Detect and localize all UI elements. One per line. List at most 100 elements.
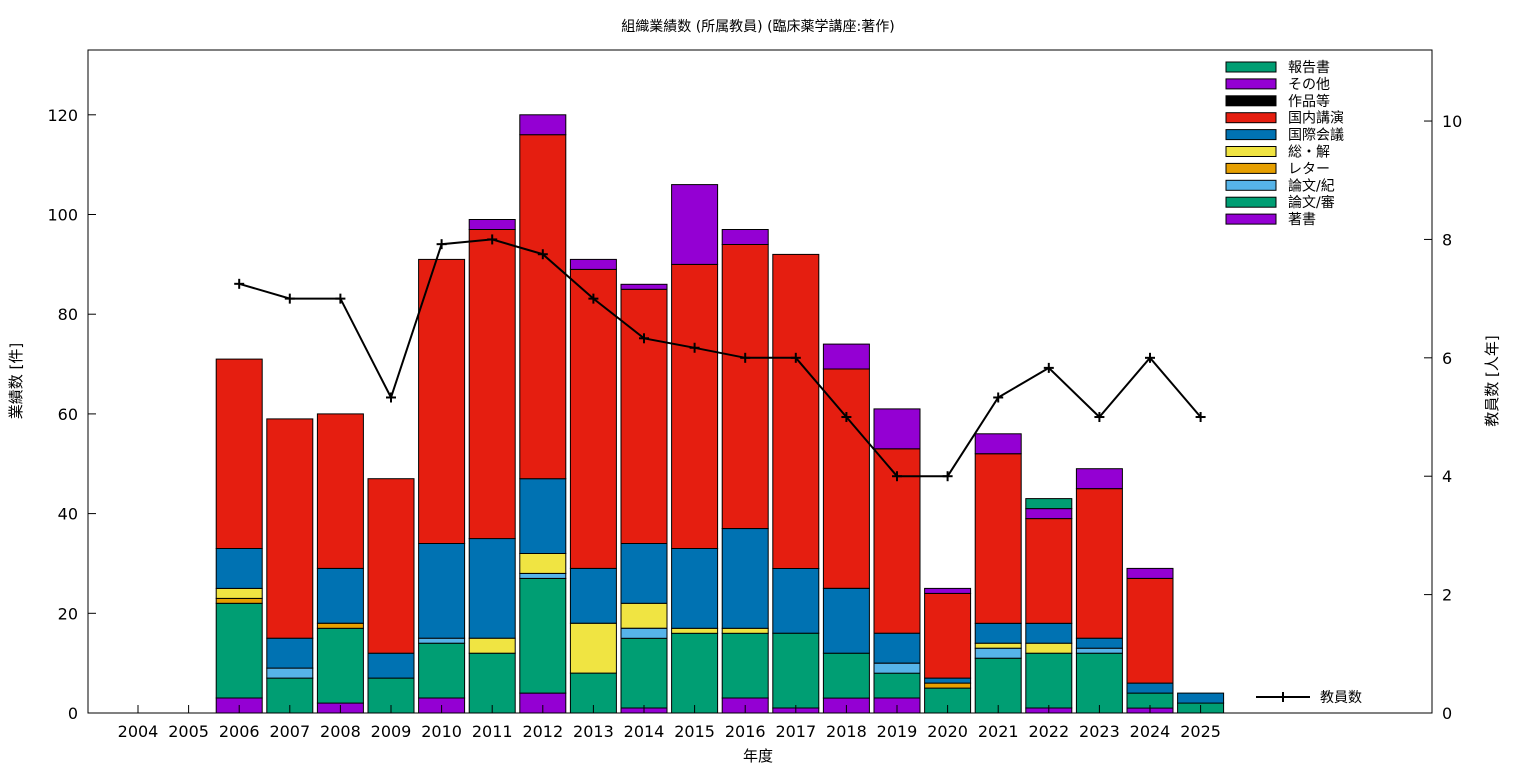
bar-2022-論文/審 (1025, 652, 1073, 709)
bar-2007-国際会議 (266, 637, 314, 669)
y2-tick-label: 4 (1442, 467, 1452, 486)
legend-label-レター: レター (1288, 161, 1330, 177)
bar-2009-国内講演 (367, 478, 415, 654)
line-point-2017 (790, 352, 801, 363)
bar-2009-国際会議 (367, 652, 415, 679)
line-point-2015 (689, 342, 700, 353)
x-tick-label: 2019 (877, 722, 918, 741)
x-tick-label: 2018 (826, 722, 867, 741)
bar-2023-その他 (1075, 468, 1123, 490)
bar-2021-総・解 (974, 642, 1022, 649)
bar-2016-総・解 (721, 627, 769, 634)
x-tick-label: 2025 (1180, 722, 1221, 741)
y-tick-label: 20 (58, 604, 78, 623)
line-教員数 (238, 238, 1202, 478)
legend-label-国際会議: 国際会議 (1288, 127, 1344, 144)
bar-2014-総・解 (620, 602, 668, 629)
bar-2015-国内講演 (671, 263, 719, 549)
x-tick-label: 2023 (1079, 722, 1120, 741)
y-tick-label: 40 (58, 505, 78, 524)
legend-label-作品等: 作品等 (1288, 93, 1330, 110)
line-point-2009 (386, 392, 396, 403)
x-tick-label: 2024 (1130, 722, 1171, 741)
bar-2014-国際会議 (620, 543, 668, 604)
x-tick-label: 2012 (522, 722, 563, 741)
bar-2019-その他 (873, 408, 921, 450)
line-point-2006 (234, 278, 245, 289)
y-tick-label: 100 (47, 206, 78, 225)
line-point-2020 (942, 471, 953, 482)
line-point-2007 (284, 293, 295, 304)
x-tick-label: 2021 (978, 722, 1019, 741)
bar-2010-国内講演 (418, 258, 466, 544)
y-tick-label: 60 (58, 405, 78, 424)
y2-tick-label: 10 (1442, 112, 1462, 131)
legend-label-報告書: 報告書 (1288, 60, 1330, 76)
legend-swatch-著書 (1225, 213, 1277, 225)
bar-2016-国際会議 (721, 528, 769, 629)
legend-label-総・解: 総・解 (1288, 145, 1330, 161)
bar-2013-国内講演 (569, 268, 617, 569)
chart-title: 組織業績数 (所属教員) (臨床薬学講座:著作) (621, 19, 894, 35)
bar-2024-その他 (1126, 567, 1174, 579)
bar-2012-その他 (519, 114, 567, 136)
y2-tick-label: 8 (1442, 230, 1452, 249)
bar-2018-その他 (822, 343, 870, 370)
legend-label-著書: 著書 (1288, 212, 1316, 228)
bar-2018-論文/審 (822, 652, 870, 699)
legend-label-論文/紀: 論文/紀 (1288, 178, 1335, 194)
bar-2011-その他 (468, 219, 516, 230)
bar-2016-論文/審 (721, 632, 769, 699)
legend-swatch-論文/審 (1225, 196, 1277, 208)
bar-2019-論文/紀 (873, 662, 921, 674)
bar-2018-国際会議 (822, 587, 870, 654)
bar-2010-論文/審 (418, 642, 466, 699)
bar-2007-国内講演 (266, 418, 314, 639)
bar-2011-国際会議 (468, 538, 516, 639)
x-tick-label: 2017 (775, 722, 816, 741)
bar-2011-総・解 (468, 637, 516, 654)
y-axis-title: 業績数 [件] (7, 343, 25, 419)
bar-2012-国内講演 (519, 134, 567, 480)
plot-frame (87, 49, 1433, 714)
bar-2012-総・解 (519, 553, 567, 574)
bar-2019-国際会議 (873, 632, 921, 664)
bar-2014-論文/紀 (620, 627, 668, 639)
bar-2024-国内講演 (1126, 577, 1174, 684)
bar-2020-レター (924, 682, 972, 689)
bar-2022-総・解 (1025, 642, 1073, 654)
bar-2006-論文/審 (215, 602, 263, 699)
x-tick-label: 2006 (219, 722, 260, 741)
bar-2022-国際会議 (1025, 622, 1073, 644)
bar-2015-国際会議 (671, 548, 719, 629)
bar-2020-国際会議 (924, 677, 972, 684)
bar-2012-国際会議 (519, 478, 567, 555)
bar-2006-国際会議 (215, 548, 263, 589)
x-axis-title: 年度 (743, 747, 773, 765)
x-tick-label: 2004 (118, 722, 159, 741)
bar-2024-国際会議 (1126, 682, 1174, 694)
bar-2022-その他 (1025, 508, 1073, 520)
y-tick-label: 80 (58, 305, 78, 324)
bar-2008-国際会議 (316, 567, 364, 624)
bar-2007-論文/紀 (266, 667, 314, 679)
bar-2023-論文/審 (1075, 652, 1123, 714)
legend-swatch-その他 (1225, 78, 1277, 90)
line-point-2012 (537, 249, 548, 260)
legend-swatch-レター (1225, 162, 1277, 174)
bar-2017-国際会議 (772, 567, 820, 634)
bar-2023-国際会議 (1075, 637, 1123, 649)
bar-2011-国内講演 (468, 229, 516, 540)
bar-2017-論文/審 (772, 632, 820, 709)
legend-swatch-国内講演 (1225, 112, 1277, 124)
bar-2015-その他 (671, 184, 719, 265)
bar-2020-国内講演 (924, 592, 972, 679)
bar-2020-その他 (924, 587, 972, 594)
bar-2006-レター (215, 597, 263, 604)
y2-tick-label: 2 (1442, 586, 1452, 605)
bar-2022-国内講演 (1025, 518, 1073, 624)
y2-axis-title: 教員数 [人年] (1483, 335, 1501, 426)
bar-2008-論文/審 (316, 627, 364, 704)
